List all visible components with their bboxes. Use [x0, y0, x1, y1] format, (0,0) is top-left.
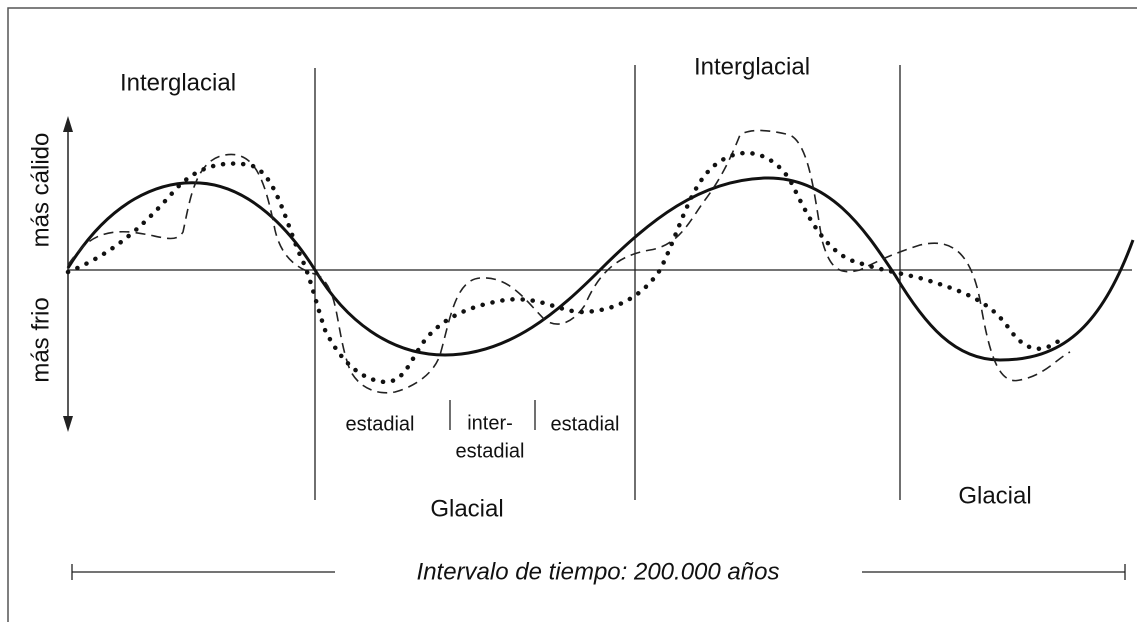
substage-label: estadial: [346, 413, 415, 435]
substage-label: inter-: [467, 412, 513, 434]
time-interval: Intervalo de tiempo: 200.000 años: [71, 558, 1126, 585]
substage-label: estadial: [456, 440, 525, 462]
arrow-head: [63, 116, 73, 132]
phase-label: Interglacial: [120, 69, 236, 96]
dotted-curve: [65, 150, 1063, 385]
warmer-label: más cálido: [27, 133, 54, 248]
phase-label: Interglacial: [694, 53, 810, 80]
phase-label: Glacial: [958, 482, 1031, 509]
substage-label: estadial: [551, 413, 620, 435]
interval-label: Intervalo de tiempo: 200.000 años: [417, 558, 780, 585]
colder-label: más frio: [27, 297, 54, 382]
solid-curve: [66, 176, 1135, 362]
dashed-curve: [67, 129, 1071, 394]
frame: [7, 7, 1137, 622]
arrow-head: [63, 416, 73, 432]
phase-label: Glacial: [430, 495, 503, 522]
